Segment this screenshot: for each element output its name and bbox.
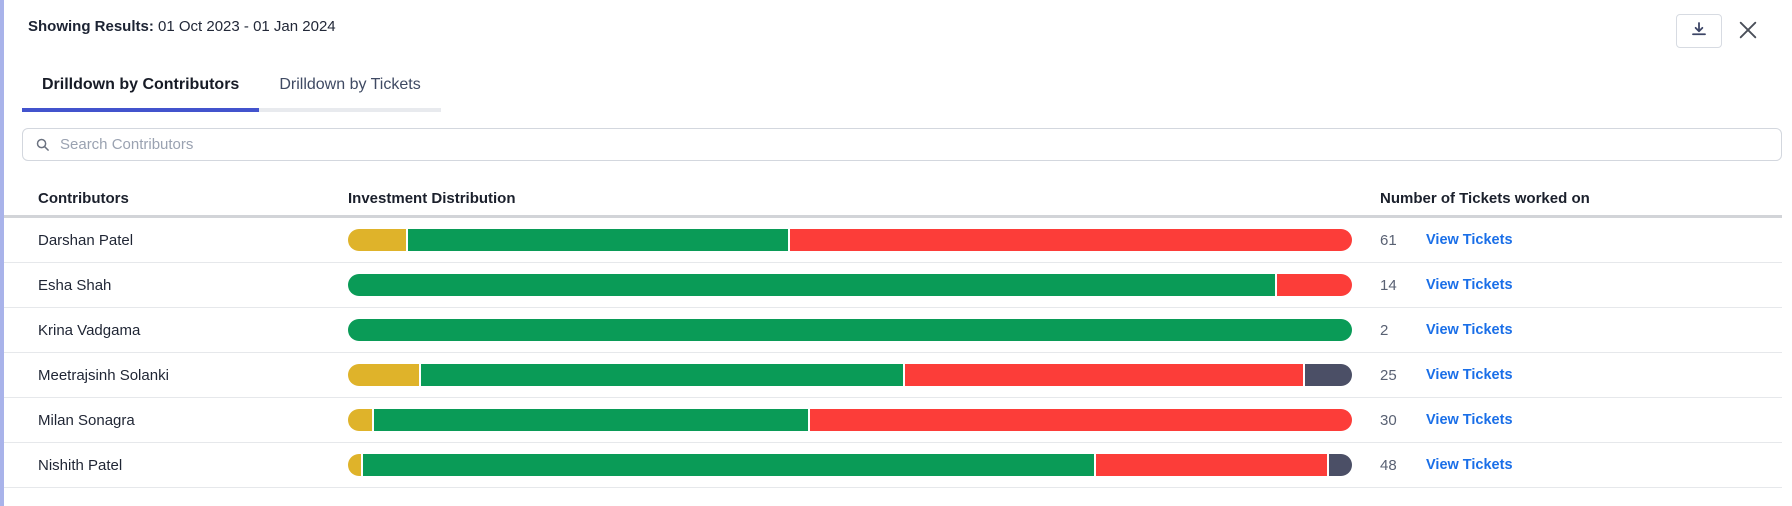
investment-distribution-bar [348, 364, 1352, 386]
bar-segment-red [789, 229, 1352, 251]
bar-segment-yellow [348, 409, 375, 431]
contributor-name: Darshan Patel [38, 231, 134, 249]
view-tickets-link[interactable]: View Tickets [1426, 367, 1513, 383]
bar-segment-green [348, 274, 1277, 296]
tab-drilldown-by-tickets[interactable]: Drilldown by Tickets [259, 66, 441, 112]
ticket-count: 30 [1380, 411, 1397, 429]
search-icon [35, 137, 50, 152]
view-tickets-link[interactable]: View Tickets [1426, 232, 1513, 248]
contributor-name: Nishith Patel [38, 456, 123, 474]
ticket-count: 2 [1380, 321, 1389, 339]
bar-segment-yellow [348, 454, 364, 476]
bar-segment-green [348, 319, 1352, 341]
column-header-investment-distribution: Investment Distribution [348, 190, 516, 207]
contributor-name: Meetrajsinh Solanki [38, 366, 169, 384]
bar-segment-yellow [348, 364, 422, 386]
investment-distribution-bar [348, 454, 1352, 476]
table-row: Nishith Patel 48 View Tickets [4, 443, 1782, 488]
contributor-name: Esha Shah [38, 276, 112, 294]
bar-segment-green [363, 454, 1096, 476]
bar-segment-red [905, 364, 1305, 386]
showing-results-label: Showing Results: [28, 18, 154, 35]
view-tickets-link[interactable]: View Tickets [1426, 457, 1513, 473]
close-button[interactable] [1736, 20, 1760, 44]
table-row: Krina Vadgama 2 View Tickets [4, 308, 1782, 353]
table-row: Meetrajsinh Solanki 25 View Tickets [4, 353, 1782, 398]
table-row: Esha Shah 14 View Tickets [4, 263, 1782, 308]
table-row: Milan Sonagra 30 View Tickets [4, 398, 1782, 443]
bar-segment-red [1095, 454, 1329, 476]
contributor-name: Krina Vadgama [38, 321, 141, 339]
table-header-row: Contributors Investment Distribution Num… [4, 182, 1782, 218]
ticket-count: 14 [1380, 276, 1397, 294]
bar-segment-slate [1328, 454, 1352, 476]
bar-segment-green [421, 364, 906, 386]
investment-distribution-bar [348, 229, 1352, 251]
column-header-tickets: Number of Tickets worked on [1380, 190, 1590, 207]
search-input[interactable] [60, 136, 1769, 153]
contributors-table: Contributors Investment Distribution Num… [4, 182, 1782, 488]
showing-results: Showing Results: 01 Oct 2023 - 01 Jan 20… [28, 18, 336, 35]
investment-distribution-bar [348, 319, 1352, 341]
bar-segment-red [809, 409, 1352, 431]
investment-distribution-bar [348, 274, 1352, 296]
tab-bar: Drilldown by Contributors Drilldown by T… [22, 66, 441, 112]
download-button[interactable] [1676, 14, 1722, 48]
search-bar[interactable] [22, 128, 1782, 161]
ticket-count: 48 [1380, 456, 1397, 474]
column-header-contributors: Contributors [38, 190, 129, 207]
tab-drilldown-by-contributors[interactable]: Drilldown by Contributors [22, 66, 260, 112]
bar-segment-green [408, 229, 790, 251]
view-tickets-link[interactable]: View Tickets [1426, 277, 1513, 293]
bar-segment-yellow [348, 229, 409, 251]
investment-distribution-bar [348, 409, 1352, 431]
close-icon [1737, 19, 1759, 46]
table-row: Darshan Patel 61 View Tickets [4, 218, 1782, 263]
contributor-name: Milan Sonagra [38, 411, 135, 429]
bar-segment-red [1276, 274, 1352, 296]
ticket-count: 25 [1380, 366, 1397, 384]
view-tickets-link[interactable]: View Tickets [1426, 412, 1513, 428]
date-range: 01 Oct 2023 - 01 Jan 2024 [158, 18, 336, 35]
bar-segment-green [374, 409, 810, 431]
download-icon [1690, 20, 1708, 43]
view-tickets-link[interactable]: View Tickets [1426, 322, 1513, 338]
bar-segment-slate [1304, 364, 1352, 386]
ticket-count: 61 [1380, 231, 1397, 249]
